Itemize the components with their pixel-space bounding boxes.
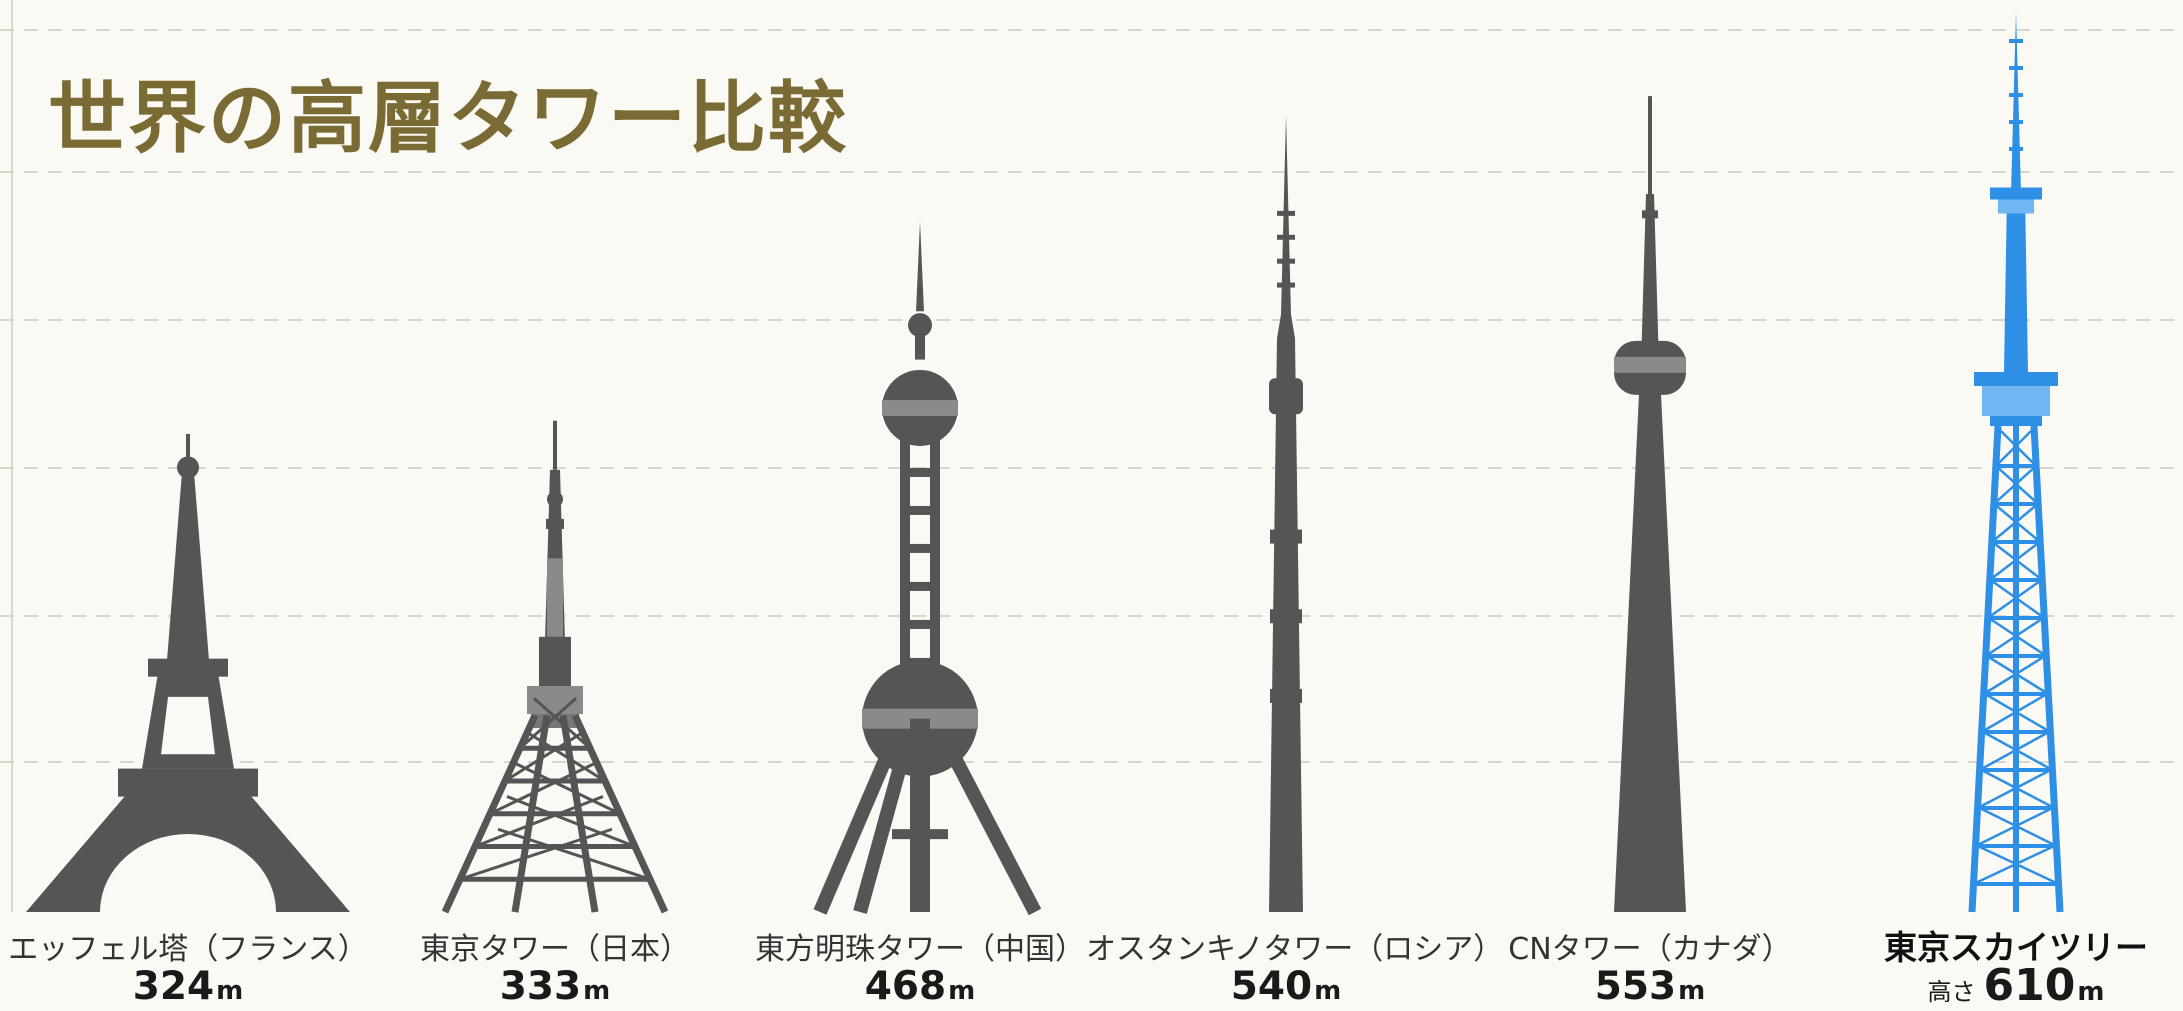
- height-value-label: 333m: [355, 964, 755, 1009]
- chart-title: 世界の高層タワー比較: [48, 74, 849, 164]
- height-value-label: 468m: [720, 964, 1120, 1009]
- height-value: 540: [1230, 964, 1313, 1009]
- category-label: エッフェル塔（フランス）: [8, 932, 368, 967]
- height-value-label: 高さ 610m: [1816, 960, 2183, 1011]
- category-label: オスタンキノタワー（ロシア）: [1086, 932, 1504, 967]
- height-unit: m: [1678, 976, 1706, 1006]
- height-value-label: 324m: [0, 964, 388, 1009]
- height-value: 610: [1983, 960, 2076, 1011]
- height-value: 468: [864, 964, 947, 1009]
- height-unit: m: [216, 976, 244, 1006]
- height-unit: m: [583, 976, 611, 1006]
- height-unit: m: [2077, 977, 2105, 1007]
- cn-tower-mark: [1614, 96, 1686, 913]
- height-prefix: 高さ: [1927, 978, 1976, 1006]
- height-unit: m: [948, 976, 976, 1006]
- category-label: 東方明珠タワー（中国）: [755, 932, 1085, 967]
- tokyo-tower-mark: [441, 420, 669, 914]
- height-value: 333: [499, 964, 582, 1009]
- category-label: 東京スカイツリー: [1884, 928, 2148, 967]
- category-label: 東京タワー（日本）: [420, 932, 690, 967]
- eiffel-tower-mark: [26, 433, 350, 912]
- ostankino-tower-mark: [1269, 115, 1303, 912]
- height-value: 324: [132, 964, 215, 1009]
- height-value-label: 553m: [1450, 964, 1850, 1009]
- height-value: 553: [1594, 964, 1677, 1009]
- height-value-label: 540m: [1086, 964, 1486, 1009]
- category-label: CNタワー（カナダ）: [1508, 932, 1792, 967]
- oriental-pearl-tower-mark: [813, 221, 1042, 916]
- grid-lines: [0, 0, 2183, 912]
- tokyo-skytree-mark: [1968, 12, 2064, 913]
- height-unit: m: [1314, 976, 1342, 1006]
